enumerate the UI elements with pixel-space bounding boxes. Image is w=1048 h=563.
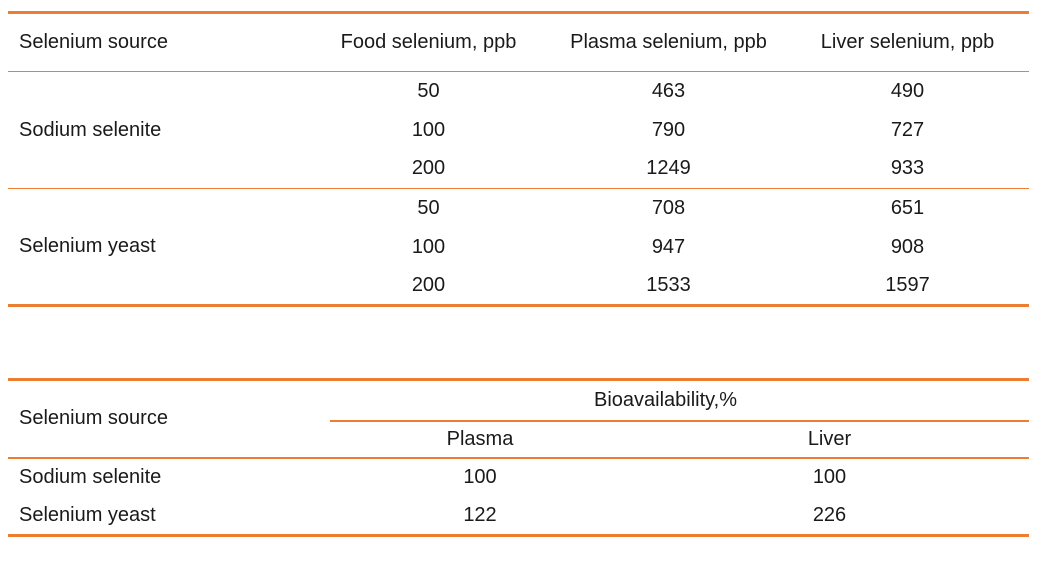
bioavailability-table-body: Sodium selenite 100 100 Selenium yeast 1… (8, 458, 1029, 536)
table-cell-liver: 226 (812, 503, 847, 526)
table-cell-liver: 908 (890, 235, 925, 258)
table-cell-plasma: 100 (463, 466, 497, 488)
bioavailability-table: Selenium source Bioavailability,% Plasma… (8, 378, 1029, 537)
table-cell-plasma: 122 (463, 503, 497, 526)
group-sodium-selenite: Sodium selenite 50 463 490 100 790 727 2… (8, 72, 1029, 189)
table-cell-food: 200 (411, 273, 446, 296)
selenium-levels-table: Selenium source Food selenium, ppb Plasm… (8, 11, 1029, 307)
row-group-label-sodium-selenite: Sodium selenite (19, 118, 162, 141)
table-cell-plasma: 790 (651, 118, 686, 141)
table-cell-plasma: 708 (527, 188, 810, 228)
table-cell-liver: 100 (812, 466, 847, 488)
column-header-plasma-selenium: Plasma selenium, ppb (527, 12, 810, 72)
table-cell-food: 50 (330, 188, 527, 228)
table-row: Sodium selenite 50 463 490 (8, 72, 1029, 141)
row-label-sodium-selenite: Sodium selenite (19, 466, 162, 488)
table-cell-plasma: 947 (651, 235, 686, 258)
table-cell-plasma: 1533 (646, 273, 691, 296)
table-cell-liver: 1597 (885, 273, 930, 296)
table-cell-plasma: 463 (651, 79, 686, 102)
column-header-selenium-source: Selenium source (8, 12, 330, 72)
table-row: Selenium yeast 50 708 651 (8, 188, 1029, 306)
header-row: Selenium source Bioavailability,% (8, 379, 1029, 459)
table-cell-food: 100 (411, 235, 446, 258)
column-header-food-selenium: Food selenium, ppb (330, 12, 527, 72)
column-header-liver: Liver (630, 420, 1029, 459)
subheader-row: Plasma Liver (8, 420, 1029, 459)
table-row: Selenium yeast 122 226 (8, 497, 1029, 536)
table-row: Sodium selenite 100 100 (8, 458, 1029, 497)
table-cell-liver: 651 (810, 188, 1029, 228)
row-label-selenium-yeast: Selenium yeast (19, 503, 156, 526)
table-cell-food: 100 (411, 118, 446, 141)
table-row: 200 1249 933 (8, 150, 1029, 189)
header-row: Selenium source Food selenium, ppb Plasm… (8, 12, 1029, 72)
table-row: 200 1533 1597 (8, 267, 1029, 306)
table-cell-food: 200 (411, 157, 446, 180)
group-selenium-yeast: Selenium yeast 50 708 651 100 947 908 20… (8, 188, 1029, 306)
selenium-levels-table-header: Selenium source Food selenium, ppb Plasm… (8, 12, 1029, 72)
column-header-selenium-source: Selenium source (8, 379, 330, 459)
column-header-plasma: Plasma (330, 420, 630, 459)
table-cell-liver: 727 (890, 118, 925, 141)
table-row: 100 790 727 (8, 111, 1029, 150)
column-header-liver-selenium: Liver selenium, ppb (810, 12, 1029, 72)
table-cell-liver: 933 (890, 157, 925, 180)
table-cell-food: 50 (417, 79, 440, 102)
column-header-bioavailability: Bioavailability,% (330, 379, 1029, 422)
table-row: 100 947 908 (8, 228, 1029, 267)
table-cell-liver: 490 (890, 79, 925, 102)
table-cell-plasma: 1249 (646, 157, 691, 180)
row-group-label-selenium-yeast: Selenium yeast (8, 188, 330, 306)
bioavailability-table-header: Selenium source Bioavailability,% Plasma… (8, 379, 1029, 459)
